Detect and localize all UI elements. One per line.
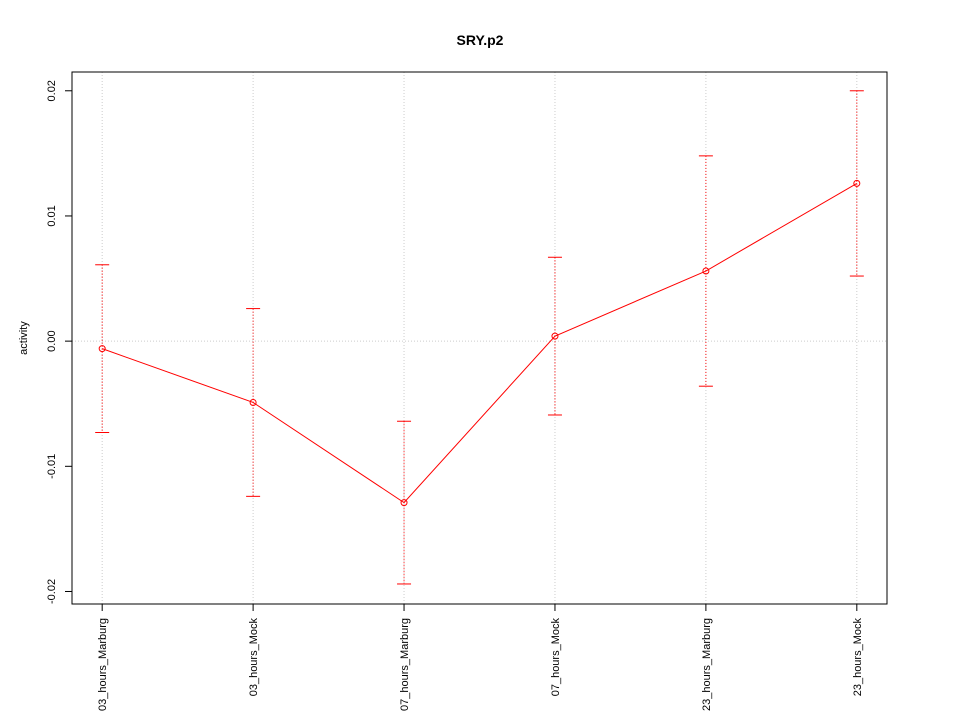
plot-frame xyxy=(71,71,888,605)
x-tick-label: 23_hours_Marburg xyxy=(701,618,713,711)
y-tick-label: -0.01 xyxy=(46,454,58,479)
x-tick-label: 07_hours_Mock xyxy=(550,618,562,697)
x-tick-label: 03_hours_Marburg xyxy=(97,618,109,711)
error-bar xyxy=(849,90,864,277)
error-bar xyxy=(547,256,562,416)
point xyxy=(551,332,559,340)
error-bar xyxy=(246,308,261,497)
point xyxy=(249,398,257,406)
error-bar xyxy=(95,264,110,434)
point xyxy=(853,179,861,187)
point xyxy=(702,267,710,275)
x-tick-label: 23_hours_Mock xyxy=(852,618,864,697)
y-tick-label: 0.02 xyxy=(46,80,58,101)
error-bar xyxy=(397,420,412,585)
y-tick-label: -0.02 xyxy=(46,579,58,604)
chart-title: SRY.p2 xyxy=(457,32,504,48)
series-line xyxy=(102,182,858,504)
y-axis-label: activity xyxy=(18,321,30,355)
y-tick-label: 0.00 xyxy=(46,330,58,351)
x-tick-label: 07_hours_Marburg xyxy=(399,618,411,711)
point xyxy=(400,499,408,507)
point xyxy=(98,345,106,353)
x-tick-label: 03_hours_Mock xyxy=(248,618,260,697)
error-bar xyxy=(698,155,713,387)
y-tick-label: 0.01 xyxy=(46,205,58,226)
